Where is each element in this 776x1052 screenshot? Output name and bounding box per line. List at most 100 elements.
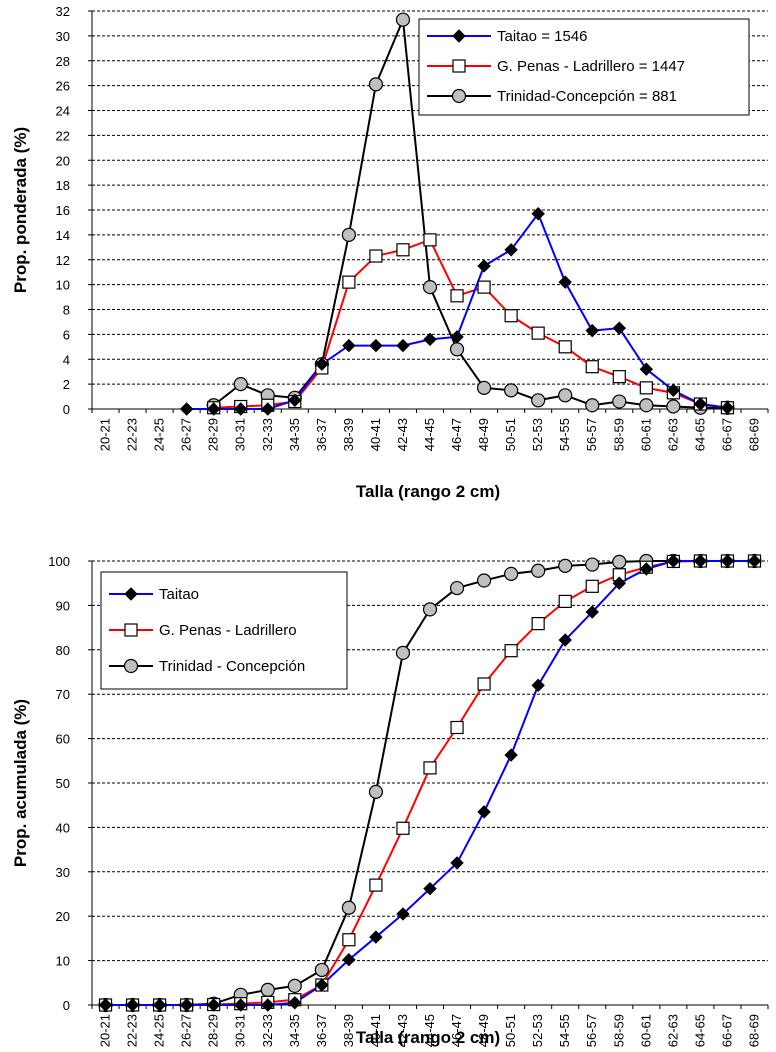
data-point: [261, 402, 275, 416]
data-point: [395, 12, 411, 27]
x-tick-label: 30-31: [233, 418, 248, 451]
y-tick-label: 70: [56, 687, 70, 702]
data-point: [341, 900, 356, 915]
data-point: [531, 617, 545, 631]
data-point: [450, 856, 464, 870]
x-tick-label: 52-53: [530, 1014, 545, 1047]
legend-label: Trinidad-Concepción = 881: [497, 88, 677, 105]
legend-marker: [123, 658, 139, 674]
x-tick-label: 66-67: [719, 1014, 734, 1047]
data-point: [368, 784, 384, 799]
data-point: [206, 402, 221, 416]
data-point: [531, 326, 545, 340]
x-tick-label: 62-63: [665, 1014, 680, 1047]
x-tick-label: 44-45: [422, 1014, 437, 1047]
x-tick-label: 34-35: [287, 418, 302, 451]
x-tick-label: 64-65: [692, 418, 707, 451]
legend-label: G. Penas - Ladrillero: [159, 622, 297, 639]
x-tick-label: 46-47: [449, 418, 464, 451]
data-point: [369, 930, 383, 944]
data-point: [395, 645, 411, 661]
data-point: [639, 362, 654, 376]
data-point: [98, 998, 113, 1012]
y-tick-label: 0: [63, 998, 70, 1013]
data-point: [422, 280, 438, 295]
x-tick-label: 34-35: [287, 1014, 302, 1047]
data-point: [585, 398, 600, 413]
y-tick-label: 24: [56, 104, 70, 119]
y-axis-title: Prop. ponderada (%): [11, 127, 30, 293]
y-tick-label: 10: [56, 278, 70, 293]
data-point: [287, 978, 302, 994]
x-tick-label: 44-45: [422, 418, 437, 451]
y-tick-label: 80: [56, 643, 70, 658]
data-point: [666, 554, 681, 568]
data-point: [234, 998, 248, 1012]
data-point: [423, 233, 437, 247]
x-tick-label: 56-57: [584, 418, 599, 451]
series-line: [186, 211, 728, 410]
x-tick-label: 64-65: [692, 1014, 707, 1047]
x-tick-label: 42-43: [395, 1014, 410, 1047]
data-point: [720, 401, 735, 415]
data-point: [342, 275, 356, 289]
x-tick-label: 36-37: [314, 418, 329, 451]
legend-marker: [452, 59, 466, 73]
data-point: [558, 558, 573, 573]
data-point: [639, 562, 654, 576]
data-point: [504, 243, 518, 257]
data-point: [558, 388, 573, 403]
data-point: [693, 397, 708, 411]
data-point: [531, 207, 545, 221]
y-axis-title: Prop. acumulada (%): [11, 699, 30, 867]
data-point: [234, 402, 248, 416]
data-point: [423, 761, 437, 775]
legend-label: G. Penas - Ladrillero = 1447: [497, 58, 685, 75]
data-point: [639, 381, 653, 395]
y-tick-label: 10: [56, 954, 70, 969]
x-tick-label: 68-69: [746, 1014, 761, 1047]
data-point: [476, 573, 492, 588]
y-tick-label: 30: [56, 865, 70, 880]
data-point: [531, 563, 546, 578]
data-point: [639, 398, 654, 413]
data-point: [315, 978, 329, 992]
x-tick-label: 36-37: [314, 1014, 329, 1047]
data-point: [315, 357, 329, 371]
data-point: [369, 878, 383, 892]
x-tick-label: 22-23: [125, 1014, 140, 1047]
x-tick-label: 48-49: [476, 418, 491, 451]
data-point: [396, 338, 410, 353]
x-tick-label: 66-67: [719, 418, 734, 451]
data-point: [396, 821, 410, 835]
data-point: [423, 332, 437, 347]
y-tick-label: 12: [56, 253, 70, 268]
y-tick-label: 16: [56, 203, 70, 218]
data-point: [720, 554, 735, 568]
x-tick-label: 54-55: [557, 418, 572, 451]
data-point: [531, 678, 545, 693]
data-point: [747, 554, 762, 568]
data-point: [369, 249, 383, 263]
x-tick-label: 40-41: [368, 418, 383, 451]
data-point: [206, 998, 221, 1012]
data-point: [261, 998, 275, 1012]
data-point: [585, 360, 599, 374]
y-tick-label: 2: [63, 377, 70, 392]
x-tick-label: 42-43: [395, 418, 410, 451]
y-tick-label: 30: [56, 29, 70, 44]
x-tick-label: 22-23: [125, 418, 140, 451]
x-tick-label: 24-25: [152, 1014, 167, 1047]
data-point: [396, 907, 410, 921]
y-tick-label: 6: [63, 327, 70, 342]
data-point: [477, 805, 491, 819]
data-point: [369, 338, 383, 353]
legend-marker: [124, 587, 138, 601]
legend-label: Trinidad - Concepción: [159, 658, 305, 675]
data-point: [368, 77, 384, 92]
x-tick-label: 60-61: [638, 1014, 653, 1047]
data-point: [288, 996, 302, 1010]
data-point: [585, 557, 600, 572]
data-point: [612, 370, 626, 384]
y-tick-label: 50: [56, 776, 70, 791]
